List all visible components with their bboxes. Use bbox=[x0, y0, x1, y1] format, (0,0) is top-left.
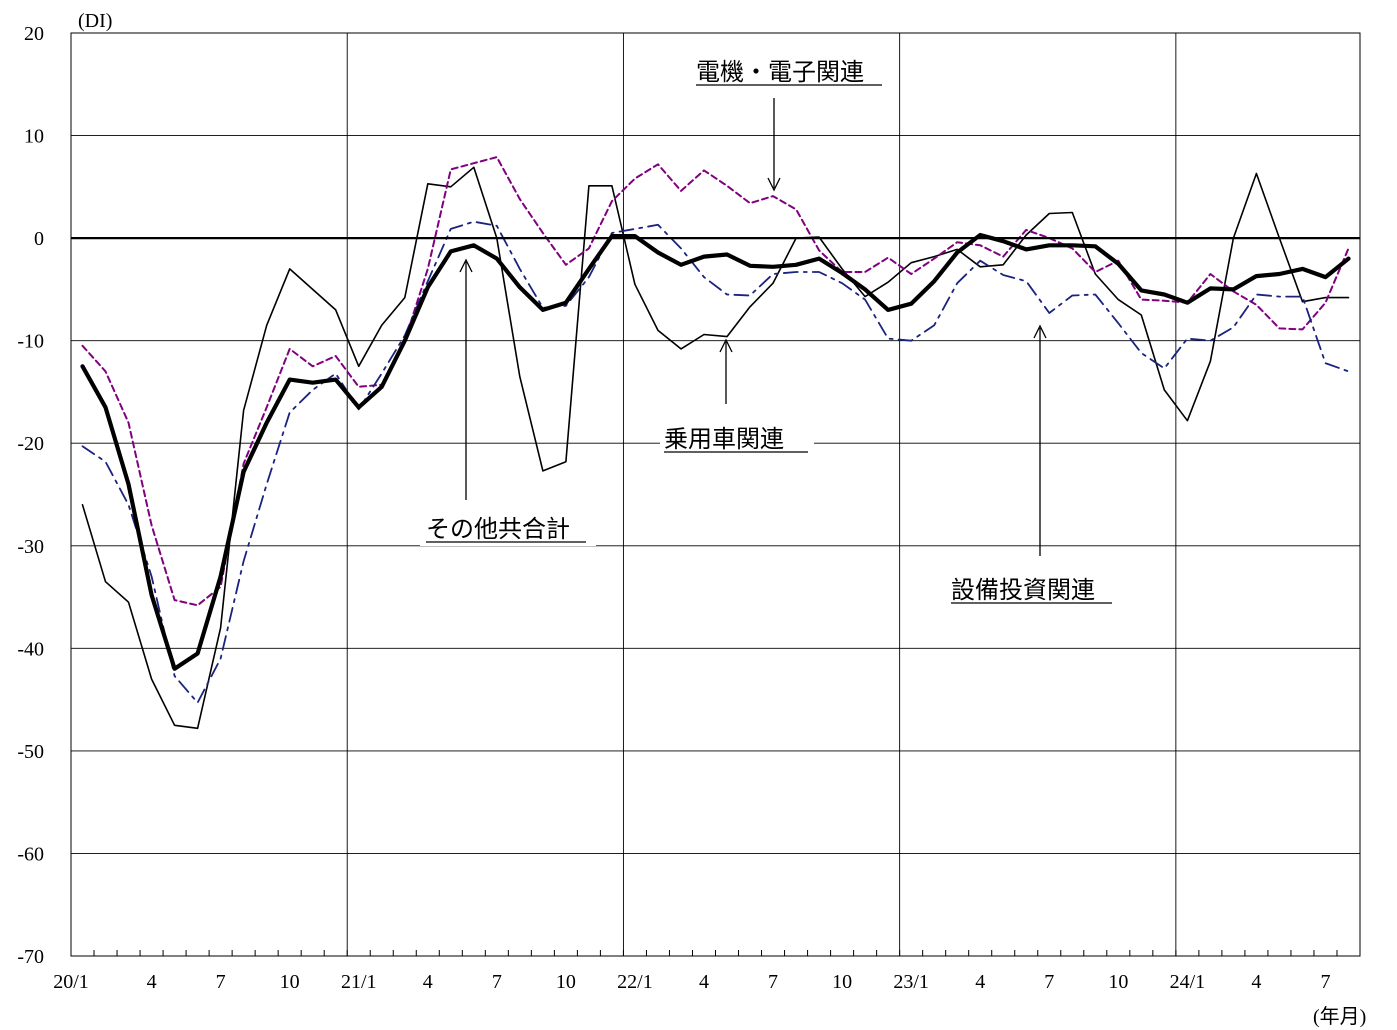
x-tick-label: 10 bbox=[1108, 971, 1128, 993]
x-tick-label: 4 bbox=[147, 971, 157, 993]
x-tick-label: 10 bbox=[280, 971, 300, 993]
y-tick-label: 10 bbox=[24, 126, 44, 148]
x-tick-label: 4 bbox=[699, 971, 709, 993]
series-line-2 bbox=[81, 220, 1350, 704]
x-tick-label: 4 bbox=[423, 971, 433, 993]
y-tick-label: -40 bbox=[17, 638, 44, 660]
x-tick-label: 4 bbox=[1251, 971, 1261, 993]
x-tick-label: 7 bbox=[492, 971, 502, 993]
y-tick-label: 0 bbox=[34, 228, 44, 250]
annotation-jouyousha-background bbox=[660, 423, 814, 457]
annotation-setsubi-arrowhead bbox=[1033, 324, 1047, 339]
y-tick-label: -10 bbox=[17, 331, 44, 353]
series-line-1 bbox=[81, 156, 1350, 607]
x-tick-label: 4 bbox=[975, 971, 985, 993]
annotation-total-label: その他共合計 bbox=[426, 516, 570, 543]
x-tick-label: 20/1 bbox=[53, 971, 89, 993]
y-tick-label: -20 bbox=[17, 433, 44, 455]
annotation-total-background bbox=[420, 512, 596, 546]
x-tick-label: 22/1 bbox=[617, 971, 653, 993]
annotation-jouyousha-arrowhead bbox=[719, 338, 733, 353]
y-tick-label: -60 bbox=[17, 843, 44, 865]
annotation-denki-label: 電機・電子関連 bbox=[696, 59, 864, 86]
y-tick-label: -70 bbox=[17, 946, 44, 968]
x-unit-label: (年月) bbox=[1313, 1005, 1366, 1028]
annotation-setsubi-label: 設備投資関連 bbox=[951, 577, 1095, 604]
annotation-total-arrowhead bbox=[459, 258, 473, 273]
x-tick-label: 23/1 bbox=[893, 971, 929, 993]
y-unit-label: (DI) bbox=[78, 10, 112, 32]
annotation-jouyousha-label: 乗用車関連 bbox=[664, 426, 784, 453]
annotation-denki-arrowhead bbox=[767, 177, 781, 192]
x-tick-label: 24/1 bbox=[1170, 971, 1206, 993]
x-tick-label: 7 bbox=[1320, 971, 1330, 993]
series-line-0 bbox=[81, 166, 1350, 730]
x-tick-label: 10 bbox=[832, 971, 852, 993]
x-tick-label: 7 bbox=[1044, 971, 1054, 993]
series-line-3 bbox=[80, 232, 1351, 671]
x-tick-label: 21/1 bbox=[341, 971, 377, 993]
x-tick-label: 7 bbox=[216, 971, 226, 993]
y-tick-label: -30 bbox=[17, 536, 44, 558]
series-lines bbox=[80, 156, 1351, 730]
annotations: 電機・電子関連 乗用車関連 その他共合計 設備投資関連 bbox=[420, 59, 1112, 604]
axes: 20 10 0 -10 -20 -30 -40 -50 -60 -70 20/1 4 7 10 21/1 4 7… bbox=[17, 23, 1361, 993]
y-tick-label: 20 bbox=[24, 23, 44, 45]
y-tick-label: -50 bbox=[17, 741, 44, 763]
x-tick-label: 7 bbox=[768, 971, 778, 993]
x-tick-label: 10 bbox=[556, 971, 576, 993]
